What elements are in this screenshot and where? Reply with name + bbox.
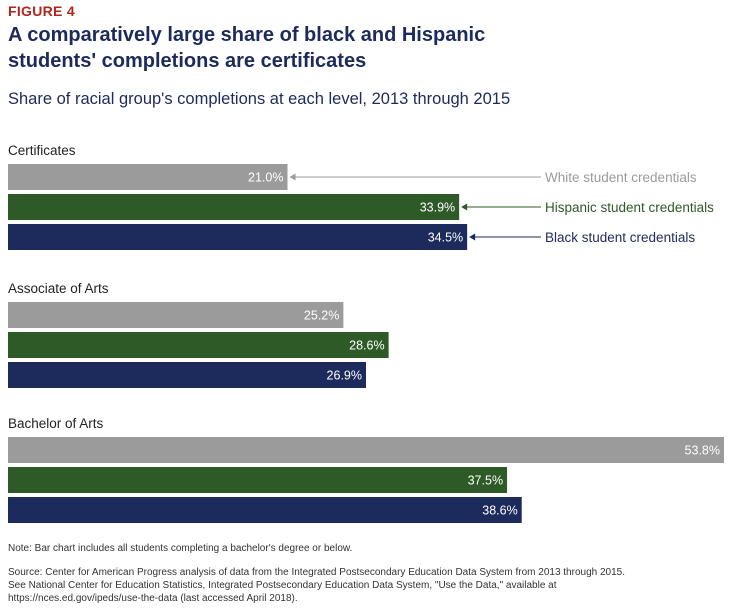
callout-arrow-black: [469, 233, 476, 241]
chart-subtitle: Share of racial group's completions at e…: [8, 90, 511, 108]
data-label-hispanic-1: 28.6%: [349, 339, 384, 353]
bar-white-1: [8, 302, 344, 328]
bar-black-2: [8, 497, 522, 523]
legend-label-hispanic: Hispanic student credentials: [545, 200, 714, 215]
bar-hispanic-2: [8, 467, 508, 493]
bar-chart: Certificates 21.0% White student credentia…: [8, 143, 724, 523]
bar-white-0: [8, 164, 288, 190]
callout-arrow-white: [289, 173, 296, 181]
data-label-hispanic-0: 33.9%: [420, 201, 455, 215]
bar-hispanic-0: [8, 194, 460, 220]
data-label-white-2: 53.8%: [685, 444, 720, 458]
callout-arrow-hispanic: [461, 203, 468, 211]
chart-note: Note: Bar chart includes all students co…: [8, 543, 353, 554]
data-label-black-1: 26.9%: [327, 369, 362, 383]
data-label-black-0: 34.5%: [428, 231, 463, 245]
data-label-white-1: 25.2%: [304, 309, 339, 323]
category-label-associate-of-arts: Associate of Arts: [8, 281, 109, 296]
data-label-black-2: 38.6%: [482, 504, 517, 518]
category-label-certificates: Certificates: [8, 143, 76, 158]
chart-source: Source: Center for American Progress ana…: [8, 567, 625, 604]
bar-hispanic-1: [8, 332, 389, 358]
category-label-bachelor-of-arts: Bachelor of Arts: [8, 416, 104, 431]
bar-black-0: [8, 224, 468, 250]
figure-label: FIGURE 4: [8, 3, 75, 19]
data-label-hispanic-2: 37.5%: [468, 474, 503, 488]
bar-black-1: [8, 362, 366, 388]
legend-label-white: White student credentials: [545, 170, 697, 185]
chart-title: A comparatively large share of black and…: [8, 24, 486, 72]
data-label-white-0: 21.0%: [248, 171, 283, 185]
legend-label-black: Black student credentials: [545, 230, 695, 245]
bar-white-2: [8, 437, 724, 463]
